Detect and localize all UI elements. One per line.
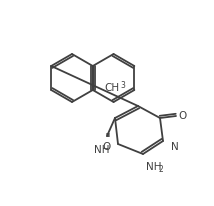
Text: NH: NH xyxy=(95,144,110,154)
Text: N: N xyxy=(171,141,179,151)
Text: CH: CH xyxy=(104,83,119,92)
Text: O: O xyxy=(103,141,111,151)
Text: O: O xyxy=(179,110,187,121)
Text: NH: NH xyxy=(146,161,162,171)
Text: 2: 2 xyxy=(159,165,164,174)
Text: 3: 3 xyxy=(120,80,125,89)
